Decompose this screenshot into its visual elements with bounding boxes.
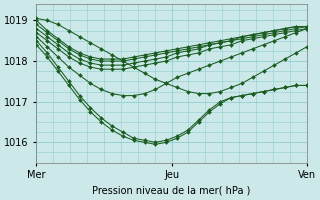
- X-axis label: Pression niveau de la mer( hPa ): Pression niveau de la mer( hPa ): [92, 186, 251, 196]
